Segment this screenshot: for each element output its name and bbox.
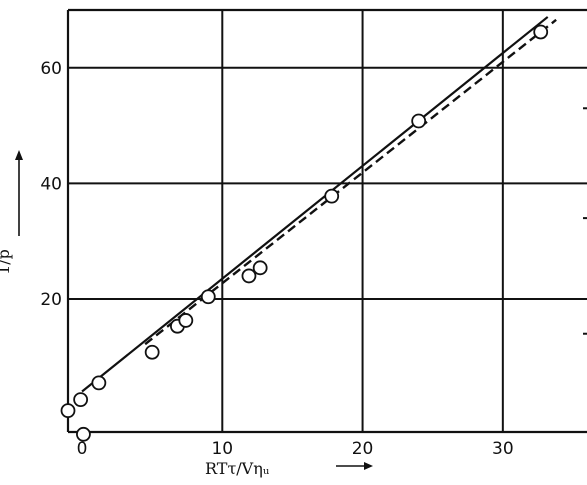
data-points (60, 24, 549, 442)
x-tick-label-0: 0 (77, 439, 88, 459)
solid-fit-line (81, 16, 549, 393)
y-tick-label-60: 60 (40, 59, 62, 79)
data-point-9 (241, 268, 257, 284)
data-point-1 (60, 403, 76, 419)
x-axis-arrow (336, 462, 373, 470)
data-point-3 (76, 426, 91, 442)
series-layer (81, 16, 557, 393)
y-axis-arrow (15, 150, 23, 236)
data-point-11 (324, 188, 340, 204)
data-point-8 (200, 289, 216, 305)
x-axis-label: RTτ/Vηᵤ (205, 459, 270, 478)
data-point-10 (252, 260, 268, 276)
data-point-4 (91, 375, 107, 391)
data-point-7 (178, 313, 194, 328)
data-point-13 (533, 24, 549, 40)
y-axis-label: 1/p (0, 249, 13, 275)
grid-layer (68, 10, 587, 432)
x-tick-label-10: 10 (211, 439, 233, 459)
tick-labels: 0 10 20 30 20 40 60 (40, 59, 513, 459)
data-point-5 (144, 344, 160, 360)
dashed-fit-line (144, 18, 557, 346)
y-tick-label-40: 40 (40, 174, 62, 194)
plot-frame (66, 8, 587, 434)
x-tick-label-30: 30 (492, 439, 514, 459)
data-point-12 (411, 113, 427, 129)
x-tick-label-20: 20 (352, 439, 374, 459)
data-point-2 (73, 392, 89, 408)
y-tick-label-20: 20 (40, 290, 62, 310)
